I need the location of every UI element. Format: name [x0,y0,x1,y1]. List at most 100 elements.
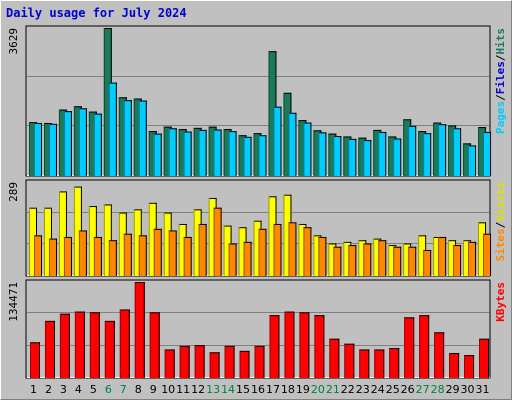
visits-bar-9 [148,202,157,276]
visits-bar-13 [208,197,217,276]
hits-bar-20 [313,130,322,176]
legend-visits-sites: Sites/Visits [494,182,507,262]
kbytes-bar-5 [89,312,100,378]
visits-bar-1 [29,207,37,276]
hits-bar-27 [418,131,427,176]
visits-bar-23 [358,240,367,276]
x-tick-28: 28 [431,383,445,396]
files-bar-3 [63,111,72,176]
legend-sep: / [494,221,507,228]
sites-bar-11 [183,236,192,276]
hits-bar-9 [148,131,157,176]
files-bar-13 [213,129,222,176]
files-bar-19 [303,122,312,176]
x-tick-7: 7 [120,383,127,396]
visits-bar-6 [103,204,112,276]
legend-sep: / [494,94,507,101]
hits-bar-28 [433,122,442,176]
x-tick-17: 17 [266,383,280,396]
kbytes-bar-15 [239,350,250,378]
x-tick-5: 5 [90,383,97,396]
sites-bar-22 [348,245,357,276]
sites-bar-20 [318,236,327,276]
legend-kbytes: KBytes [494,282,507,322]
legend-sites: Sites [494,228,507,261]
x-tick-19: 19 [296,383,310,396]
hits-bar-26 [403,119,412,176]
hits-bar-11 [178,129,187,176]
x-tick-29: 29 [446,383,460,396]
x-tick-14: 14 [221,383,235,396]
hits-bar-21 [328,133,337,176]
x-tick-9: 9 [150,383,157,396]
files-bar-20 [318,132,327,176]
files-bar-18 [288,112,297,176]
sites-bar-13 [213,207,222,276]
files-bar-25 [393,138,402,176]
hits-bar-30 [463,143,472,176]
kbytes-bar-1 [30,342,40,378]
sites-bar-9 [153,228,162,276]
hits-bar-5 [88,111,97,176]
visits-bar-8 [133,209,142,276]
files-bar-23 [363,140,372,176]
ymax-label-hits: 3629 [7,28,20,55]
kbytes-bar-13 [209,352,220,378]
x-tick-12: 12 [191,383,205,396]
x-tick-22: 22 [341,383,355,396]
hits-bar-1 [29,122,37,176]
kbytes-bar-12 [194,345,205,378]
files-bar-6 [108,82,117,176]
hits-bar-10 [163,126,172,176]
kbytes-bar-29 [449,353,460,378]
hits-bar-15 [238,135,247,176]
x-tick-21: 21 [326,383,340,396]
kbytes-bar-10 [164,349,175,378]
hits-bar-13 [208,126,217,176]
files-bar-29 [453,128,462,176]
visits-bar-14 [223,225,232,276]
files-bar-10 [168,128,177,176]
kbytes-bar-6 [104,320,115,378]
sites-bar-14 [228,243,237,276]
sites-bar-27 [423,249,432,276]
hits-bar-7 [118,97,127,176]
visits-bar-7 [118,212,127,276]
legend-hits-files-pages: Pages/Files/Hits [494,28,507,134]
kbytes-bar-16 [254,345,265,378]
x-tick-26: 26 [401,383,415,396]
files-bar-4 [78,108,87,176]
visits-bar-22 [343,241,352,276]
kbytes-bar-27 [419,315,430,378]
visits-bar-10 [163,212,172,276]
x-tick-20: 20 [311,383,325,396]
kbytes-bar-3 [59,313,70,378]
x-tick-24: 24 [371,383,385,396]
sites-bar-6 [108,240,117,276]
hits-bar-8 [133,98,142,176]
x-tick-15: 15 [236,383,250,396]
files-bar-28 [438,124,447,176]
sites-bar-18 [288,222,297,276]
hits-bar-4 [73,106,82,176]
visits-bar-24 [373,238,382,276]
kbytes-bar-25 [389,348,400,378]
hits-bar-24 [373,129,382,176]
hits-bar-18 [283,92,292,176]
x-tick-30: 30 [461,383,475,396]
legend-hits: Hits [494,28,507,55]
x-tick-8: 8 [135,383,142,396]
x-tick-31: 31 [476,383,490,396]
visits-bar-15 [238,227,247,276]
visits-bar-27 [418,235,427,276]
sites-bar-12 [198,223,207,276]
files-bar-1 [34,122,42,176]
files-bar-14 [228,131,237,176]
x-tick-16: 16 [251,383,265,396]
files-bar-7 [123,100,132,176]
sites-bar-3 [63,236,72,276]
kbytes-bar-4 [74,311,85,378]
sites-bar-15 [243,241,252,276]
x-tick-11: 11 [176,383,190,396]
kbytes-bar-11 [179,345,190,378]
